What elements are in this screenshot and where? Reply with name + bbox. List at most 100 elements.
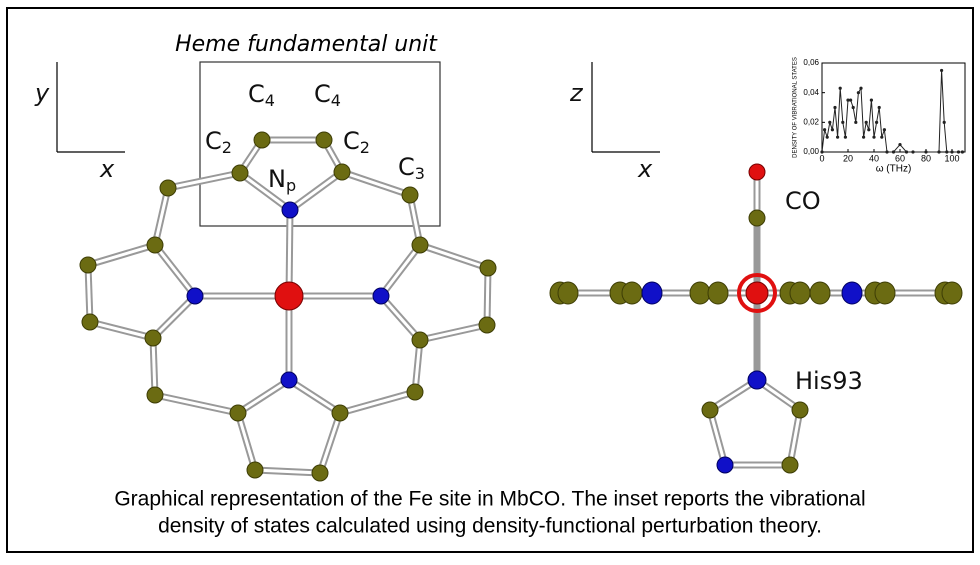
x-tick-label: 20 — [843, 153, 853, 163]
atom-label: C4 — [248, 80, 275, 110]
atom — [748, 371, 766, 389]
bond — [88, 265, 90, 322]
molecule — [80, 132, 962, 481]
data-point — [854, 121, 857, 124]
data-point — [826, 136, 829, 139]
data-point — [924, 150, 927, 153]
bond — [381, 245, 420, 296]
bond — [88, 245, 155, 265]
data-point — [943, 121, 946, 124]
data-point — [950, 150, 953, 153]
co-label: CO — [785, 187, 821, 215]
bond — [168, 173, 240, 188]
bond — [153, 296, 195, 338]
atom — [373, 288, 389, 304]
atom — [275, 282, 303, 310]
atom — [810, 282, 830, 304]
atom — [407, 384, 423, 400]
bond — [290, 172, 342, 210]
data-point — [828, 121, 831, 124]
atom — [479, 317, 495, 333]
x-tick-label: 40 — [869, 153, 879, 163]
figure: Heme fundamental unit y x z x CO His93 C… — [0, 0, 980, 560]
bond — [90, 322, 153, 338]
atom-label: C4 — [314, 80, 341, 110]
bond — [710, 410, 725, 465]
axis-label: x — [99, 155, 115, 183]
unit-title: Heme fundamental unit — [175, 32, 438, 57]
atom-label: C2 — [343, 127, 370, 157]
y-axis-label: DENSITY OF VIBRATIONAL STATES — [793, 57, 799, 158]
data-point — [839, 87, 842, 90]
atom — [642, 282, 662, 304]
data-point — [862, 136, 865, 139]
atom — [82, 314, 98, 330]
data-point — [885, 150, 888, 153]
caption: density of states calculated using densi… — [158, 515, 822, 538]
atom-label: C3 — [398, 153, 425, 183]
data-point — [820, 150, 823, 153]
data-point — [961, 150, 964, 153]
atom — [282, 202, 298, 218]
data-point — [836, 136, 839, 139]
atom — [746, 282, 768, 304]
data-point — [867, 128, 870, 131]
y-tick-label: 0,02 — [803, 117, 819, 126]
atom — [842, 282, 862, 304]
data-point — [937, 150, 940, 153]
data-point — [872, 136, 875, 139]
atom — [232, 165, 248, 181]
atom — [749, 210, 765, 226]
data-point — [857, 91, 860, 94]
atom — [147, 237, 163, 253]
atom — [942, 282, 962, 304]
data-point — [883, 128, 886, 131]
atom — [145, 330, 161, 346]
x-tick-label: 60 — [895, 153, 905, 163]
atom — [230, 405, 246, 421]
bond — [153, 338, 155, 395]
atom — [480, 260, 496, 276]
axis-label: x — [637, 155, 653, 183]
data-point — [852, 106, 855, 109]
data-point — [940, 69, 943, 72]
atom — [281, 372, 297, 388]
bond — [487, 268, 488, 325]
bond — [381, 296, 420, 340]
y-tick-label: 0,06 — [803, 58, 819, 67]
atom — [312, 465, 328, 481]
atom — [782, 457, 798, 473]
bond — [155, 245, 195, 296]
bond — [155, 395, 238, 413]
data-point — [865, 121, 868, 124]
data-point — [823, 128, 826, 131]
data-point — [844, 136, 847, 139]
atom — [80, 257, 96, 273]
atom-label: Np — [268, 165, 296, 195]
bond — [420, 325, 487, 340]
bond — [420, 245, 488, 268]
data-point — [870, 98, 873, 101]
data-point — [831, 128, 834, 131]
atom — [749, 164, 765, 180]
atom — [187, 288, 203, 304]
bond — [238, 413, 255, 470]
atom — [702, 402, 718, 418]
caption: Graphical representation of the Fe site … — [114, 488, 865, 511]
atom — [875, 282, 895, 304]
data-point — [898, 143, 901, 146]
atom — [412, 237, 428, 253]
x-tick-label: 0 — [819, 153, 824, 163]
atom — [334, 164, 350, 180]
data-point — [945, 150, 948, 153]
atom — [412, 332, 428, 348]
data-point — [859, 87, 862, 90]
y-tick-label: 0,04 — [803, 88, 819, 97]
atom — [147, 387, 163, 403]
data-point — [905, 150, 908, 153]
data-point — [911, 150, 914, 153]
atom — [316, 132, 332, 148]
atom — [708, 282, 728, 304]
atom-label: C2 — [205, 127, 232, 157]
